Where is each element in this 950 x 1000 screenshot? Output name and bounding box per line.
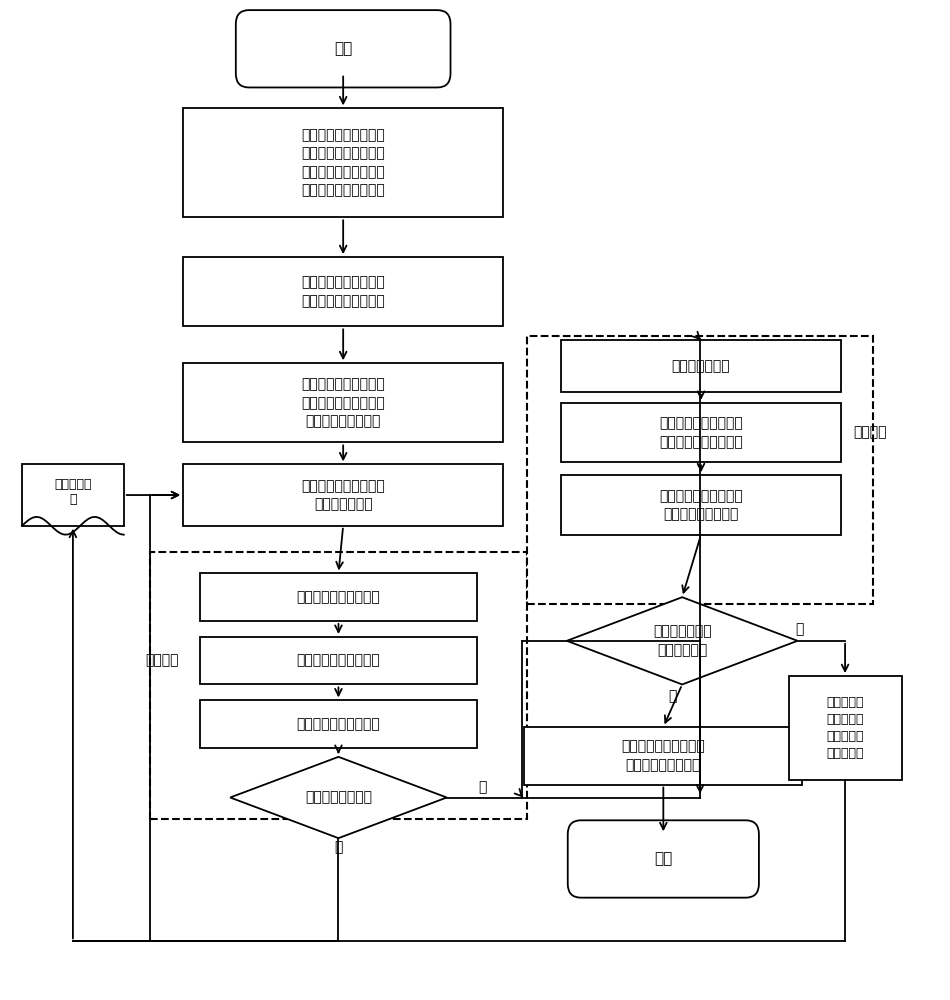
Text: 分发图像；同一组别图
像分发到同一计算集群: 分发图像；同一组别图 像分发到同一计算集群 bbox=[301, 276, 385, 308]
Bar bbox=[788, 676, 902, 780]
Text: 映射阶段: 映射阶段 bbox=[145, 654, 180, 668]
Text: 从分布式文件系统中读
入聚类中心文件: 从分布式文件系统中读 入聚类中心文件 bbox=[301, 479, 385, 511]
Bar bbox=[183, 108, 504, 217]
Text: 是: 是 bbox=[669, 689, 677, 703]
Text: 根据聚类结果分类像素
点并输出分割后图像: 根据聚类结果分类像素 点并输出分割后图像 bbox=[621, 740, 705, 772]
FancyBboxPatch shape bbox=[236, 10, 450, 87]
Bar bbox=[527, 336, 873, 604]
Text: 目标函数及聚类
中心收敛否？: 目标函数及聚类 中心收敛否？ bbox=[653, 625, 712, 657]
Text: 设置并输出中间键值对: 设置并输出中间键值对 bbox=[296, 717, 380, 731]
Bar bbox=[22, 464, 124, 526]
Text: 结束: 结束 bbox=[655, 851, 673, 866]
Text: 归约阶段: 归约阶段 bbox=[854, 426, 887, 440]
Bar bbox=[183, 363, 504, 442]
Bar bbox=[524, 727, 802, 785]
Text: 对同一组别图像并行化
聚类分割，初始并设置
相同的聚类分割参数: 对同一组别图像并行化 聚类分割，初始并设置 相同的聚类分割参数 bbox=[301, 377, 385, 428]
Bar bbox=[183, 464, 504, 526]
Bar bbox=[200, 700, 477, 748]
PathPatch shape bbox=[230, 757, 446, 838]
Text: 否: 否 bbox=[795, 622, 804, 636]
Text: 获取各图像直方图信息: 获取各图像直方图信息 bbox=[296, 590, 380, 604]
Text: 基于水下图像内容和灰
度分布的相似性进行图
像分组；同一视频场景
的不同帧划入同一组别: 基于水下图像内容和灰 度分布的相似性进行图 像分组；同一视频场景 的不同帧划入同… bbox=[301, 128, 385, 197]
Bar bbox=[200, 637, 477, 684]
Text: 聚类中心文
件: 聚类中心文 件 bbox=[54, 478, 91, 506]
Text: 否: 否 bbox=[478, 781, 486, 795]
Bar bbox=[183, 257, 504, 326]
Text: 更新距离度量及隶属度: 更新距离度量及隶属度 bbox=[296, 654, 380, 668]
Bar bbox=[560, 403, 842, 462]
Text: 目标函数收敛否？: 目标函数收敛否？ bbox=[305, 790, 372, 804]
Bar bbox=[200, 573, 477, 621]
Bar bbox=[150, 552, 527, 819]
Text: 开始: 开始 bbox=[334, 41, 352, 56]
FancyBboxPatch shape bbox=[568, 820, 759, 898]
PathPatch shape bbox=[567, 597, 797, 684]
Text: 是: 是 bbox=[334, 840, 343, 854]
Text: 解析中间键值对: 解析中间键值对 bbox=[672, 359, 731, 373]
Bar bbox=[560, 340, 842, 392]
Text: 对同一组图像，共同更
新聚类中心及目标函数: 对同一组图像，共同更 新聚类中心及目标函数 bbox=[659, 416, 743, 449]
Bar bbox=[560, 475, 842, 535]
Text: 更新聚类中
心文件，并
删除本次送
代输出文件: 更新聚类中 心文件，并 删除本次送 代输出文件 bbox=[826, 696, 864, 760]
Text: 输出新的聚类中心及目
标函数值到中心文件: 输出新的聚类中心及目 标函数值到中心文件 bbox=[659, 489, 743, 521]
